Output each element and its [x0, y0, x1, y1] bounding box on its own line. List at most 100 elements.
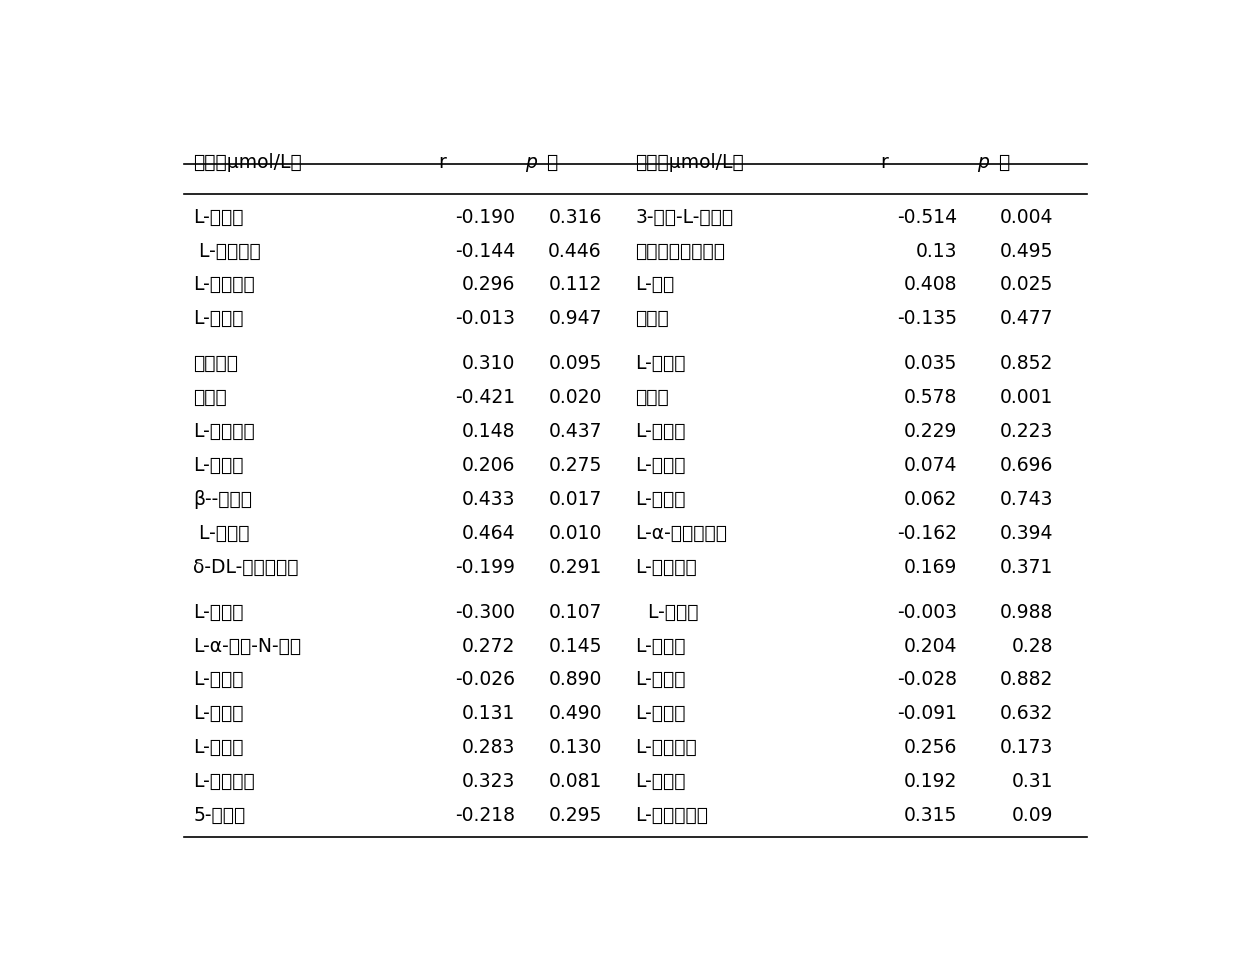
Text: δ-DL-羟基赖氨酸: δ-DL-羟基赖氨酸	[193, 558, 299, 576]
Text: 0.578: 0.578	[904, 388, 957, 407]
Text: -0.421: -0.421	[455, 388, 516, 407]
Text: 0.947: 0.947	[548, 309, 601, 328]
Text: r: r	[439, 153, 446, 172]
Text: L-α-氨基己二酸: L-α-氨基己二酸	[635, 524, 728, 542]
Text: 0.852: 0.852	[1001, 354, 1054, 373]
Text: 0.296: 0.296	[463, 276, 516, 294]
Text: L-缬氨酸: L-缬氨酸	[193, 704, 244, 723]
Text: 0.095: 0.095	[548, 354, 601, 373]
Text: L-天冬酰胺: L-天冬酰胺	[193, 276, 255, 294]
Text: L-丙氨酸: L-丙氨酸	[193, 524, 250, 542]
Text: L-谷氨酸: L-谷氨酸	[635, 456, 686, 475]
Text: 0.107: 0.107	[548, 602, 601, 622]
Text: -0.135: -0.135	[898, 309, 957, 328]
Text: 0.495: 0.495	[999, 242, 1054, 260]
Text: L-苏氨酸: L-苏氨酸	[635, 490, 686, 509]
Text: L-瓜氨酸: L-瓜氨酸	[635, 422, 686, 441]
Text: 0.316: 0.316	[548, 208, 601, 226]
Text: L-肌氨酸: L-肌氨酸	[193, 456, 244, 475]
Text: 0.09: 0.09	[1012, 806, 1054, 825]
Text: 邻氨基磷酸乙醇胺: 邻氨基磷酸乙醇胺	[635, 242, 725, 260]
Text: 0.490: 0.490	[548, 704, 601, 723]
Text: L-色氨酸: L-色氨酸	[635, 772, 686, 791]
Text: 0.477: 0.477	[999, 309, 1054, 328]
Text: 0.062: 0.062	[904, 490, 957, 509]
Text: 3-甲基-L-组氨酸: 3-甲基-L-组氨酸	[635, 208, 734, 226]
Text: 0.13: 0.13	[916, 242, 957, 260]
Text: 0.988: 0.988	[1001, 602, 1054, 622]
Text: 值: 值	[546, 153, 557, 172]
Text: L-异亮氨酸: L-异亮氨酸	[635, 738, 697, 757]
Text: 0.229: 0.229	[904, 422, 957, 441]
Text: 0.131: 0.131	[463, 704, 516, 723]
Text: 0.035: 0.035	[904, 354, 957, 373]
Text: -0.190: -0.190	[455, 208, 516, 226]
Text: 乙醇胺: 乙醇胺	[193, 388, 227, 407]
Text: 0.074: 0.074	[904, 456, 957, 475]
Text: -0.199: -0.199	[455, 558, 516, 576]
Text: p: p	[525, 153, 537, 172]
Text: 0.323: 0.323	[463, 772, 516, 791]
Text: 0.272: 0.272	[463, 636, 516, 656]
Text: 0.130: 0.130	[548, 738, 601, 757]
Text: 牛磺酸: 牛磺酸	[635, 309, 670, 328]
Text: 0.004: 0.004	[999, 208, 1054, 226]
Text: 0.283: 0.283	[463, 738, 516, 757]
Text: L-脯氨酸: L-脯氨酸	[635, 636, 686, 656]
Text: L-精氨酸: L-精氨酸	[193, 309, 244, 328]
Text: 0.890: 0.890	[548, 670, 601, 689]
Text: p: p	[977, 153, 988, 172]
Text: L-蛋氨酸亚砜: L-蛋氨酸亚砜	[635, 806, 708, 825]
Text: 0.464: 0.464	[461, 524, 516, 542]
Text: 0.025: 0.025	[1001, 276, 1054, 294]
Text: L-胱氨酸: L-胱氨酸	[635, 602, 698, 622]
Text: 0.173: 0.173	[1001, 738, 1054, 757]
Text: 0.020: 0.020	[548, 388, 601, 407]
Text: 0.696: 0.696	[1001, 456, 1054, 475]
Text: -0.026: -0.026	[455, 670, 516, 689]
Text: 0.632: 0.632	[1001, 704, 1054, 723]
Text: -0.162: -0.162	[898, 524, 957, 542]
Text: 0.408: 0.408	[904, 276, 957, 294]
Text: 0.010: 0.010	[548, 524, 601, 542]
Text: L-羟脯氨酸: L-羟脯氨酸	[193, 242, 262, 260]
Text: 0.882: 0.882	[1001, 670, 1054, 689]
Text: 0.446: 0.446	[548, 242, 601, 260]
Text: L-苯丙氨酸: L-苯丙氨酸	[193, 772, 255, 791]
Text: 5-羟色氨: 5-羟色氨	[193, 806, 246, 825]
Text: -0.144: -0.144	[455, 242, 516, 260]
Text: 0.169: 0.169	[904, 558, 957, 576]
Text: 0.394: 0.394	[999, 524, 1054, 542]
Text: 0.001: 0.001	[1001, 388, 1054, 407]
Text: 甘氨酸: 甘氨酸	[635, 388, 670, 407]
Text: L-组氨酸: L-组氨酸	[193, 208, 244, 226]
Text: -0.514: -0.514	[898, 208, 957, 226]
Text: -0.013: -0.013	[455, 309, 516, 328]
Text: L-酪氨酸: L-酪氨酸	[193, 670, 244, 689]
Text: L-丝氨酸: L-丝氨酸	[635, 354, 686, 373]
Text: L-蛋氨酸: L-蛋氨酸	[635, 670, 686, 689]
Text: 0.371: 0.371	[1001, 558, 1054, 576]
Text: β--丙氨酸: β--丙氨酸	[193, 490, 253, 509]
Text: 0.223: 0.223	[1001, 422, 1054, 441]
Text: 0.256: 0.256	[904, 738, 957, 757]
Text: 0.28: 0.28	[1012, 636, 1054, 656]
Text: 0.145: 0.145	[548, 636, 601, 656]
Text: L-亮氨酸: L-亮氨酸	[193, 738, 244, 757]
Text: L-赖氨酸: L-赖氨酸	[635, 704, 686, 723]
Text: -0.091: -0.091	[898, 704, 957, 723]
Text: 0.275: 0.275	[548, 456, 601, 475]
Text: 指标（μmol/L）: 指标（μmol/L）	[193, 153, 303, 172]
Text: -0.003: -0.003	[898, 602, 957, 622]
Text: 0.148: 0.148	[461, 422, 516, 441]
Text: 0.743: 0.743	[999, 490, 1054, 509]
Text: 0.204: 0.204	[904, 636, 957, 656]
Text: 0.206: 0.206	[463, 456, 516, 475]
Text: -0.028: -0.028	[898, 670, 957, 689]
Text: 0.310: 0.310	[463, 354, 516, 373]
Text: 0.433: 0.433	[461, 490, 516, 509]
Text: 0.295: 0.295	[548, 806, 601, 825]
Text: 0.017: 0.017	[548, 490, 601, 509]
Text: 0.291: 0.291	[548, 558, 601, 576]
Text: 0.192: 0.192	[904, 772, 957, 791]
